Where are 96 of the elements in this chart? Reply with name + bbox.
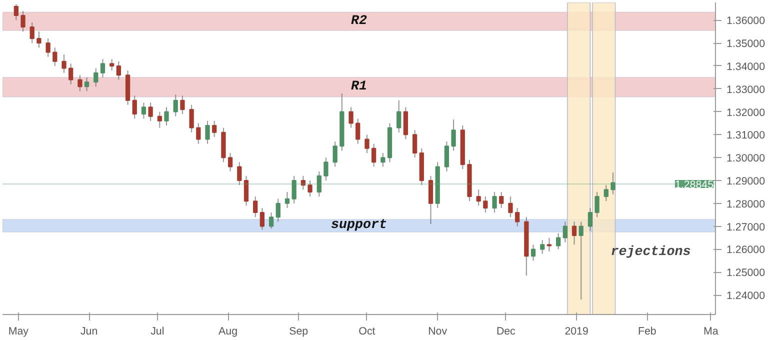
y-tick-label: 1.24000 [726,290,766,302]
candlestick [594,191,600,218]
y-tick-label: 1.32000 [726,106,766,119]
candlestick [412,130,418,158]
candlestick [403,106,408,140]
candlestick [189,104,194,133]
candlestick [164,106,169,126]
candlestick [572,221,577,246]
y-tick-label: 1.28000 [726,198,766,210]
candlestick [157,111,162,128]
x-tick-label: Jun [80,326,98,338]
candlestick [356,118,360,144]
candlestick [52,47,58,66]
x-tick-label: Oct [358,326,376,338]
candlestick [499,191,504,208]
band-label: support [331,218,388,234]
ref-line-label: 1.28845 [674,179,714,192]
candlestick [36,31,42,48]
candlestick [604,184,608,202]
candlestick [260,207,265,230]
candlestick [316,170,322,198]
candlestick [94,68,98,88]
x-tick-label: Feb [638,326,656,338]
band-label: R1 [351,80,367,95]
annotation: rejections [610,245,691,260]
candlestick [451,119,456,152]
candlestick [196,122,201,144]
y-tick-label: 1.34000 [726,60,766,73]
candlestick [180,95,185,115]
candlestick [253,196,258,218]
y-tick-label: 1.33000 [726,84,766,96]
candlestick [46,38,50,58]
candlestick [332,141,338,168]
candlestick [562,221,568,243]
x-tick-label: Nov [428,326,448,338]
candlestick [132,95,137,120]
candlestick [396,100,402,133]
x-tick-label: 2019 [564,326,588,338]
candlestick [514,207,520,227]
band-label: R2 [351,14,367,29]
y-tick-label: 1.30000 [726,152,766,165]
candlestick [483,196,488,214]
candlestick [546,237,552,252]
candlestick [68,63,74,85]
candlestick [348,106,354,128]
x-tick-label: Ma [704,326,718,338]
candlestick [244,175,249,206]
candlestick [578,221,584,300]
candlestick [205,120,210,144]
x-tick-label: May [8,326,30,338]
candlestick [371,143,376,168]
candlestick [116,60,121,80]
candlestick [364,134,370,154]
candlestick [276,198,280,222]
candlestick [292,175,296,204]
candlestick [492,191,497,214]
candlestick [556,232,561,250]
x-tick-label: Sep [289,326,308,338]
candlestick [324,157,328,181]
candlestick [428,175,434,225]
candlestick [110,58,114,72]
candlestick [30,22,34,44]
y-tick-label: 1.36000 [726,15,766,28]
candlestick [300,175,306,190]
candlestick [62,54,66,74]
y-tick-label: 1.26000 [726,244,766,256]
candlestick [212,120,217,138]
x-tick-label: Dec [496,326,516,338]
candlestick [237,162,242,186]
candlestick [84,76,90,92]
candlestick [78,74,82,92]
candlestick [141,102,146,120]
candlestick [530,244,536,262]
y-tick-label: 1.31000 [726,130,766,142]
x-tick-label: Jul [150,326,164,338]
candlestick [588,207,593,232]
candlestick [540,240,545,254]
candlestick [476,189,481,206]
candlestick [508,196,513,218]
y-tick-label: 1.35000 [726,38,766,50]
y-tick-label: 1.25000 [726,267,766,280]
candlestick [173,94,178,117]
candlestick [100,58,106,78]
candlestick [610,172,616,195]
candlestick [268,212,274,230]
candlestick [284,191,290,208]
x-tick-label: Aug [218,326,238,338]
y-tick-label: 1.27000 [726,221,766,234]
candlestick [20,10,26,32]
candlestick [444,141,450,172]
candlestick [380,152,386,168]
candlestick [148,102,153,122]
y-tick-label: 1.29000 [726,175,766,188]
candlestick [308,180,312,198]
candlestick [228,152,233,172]
candlestick [14,4,18,21]
